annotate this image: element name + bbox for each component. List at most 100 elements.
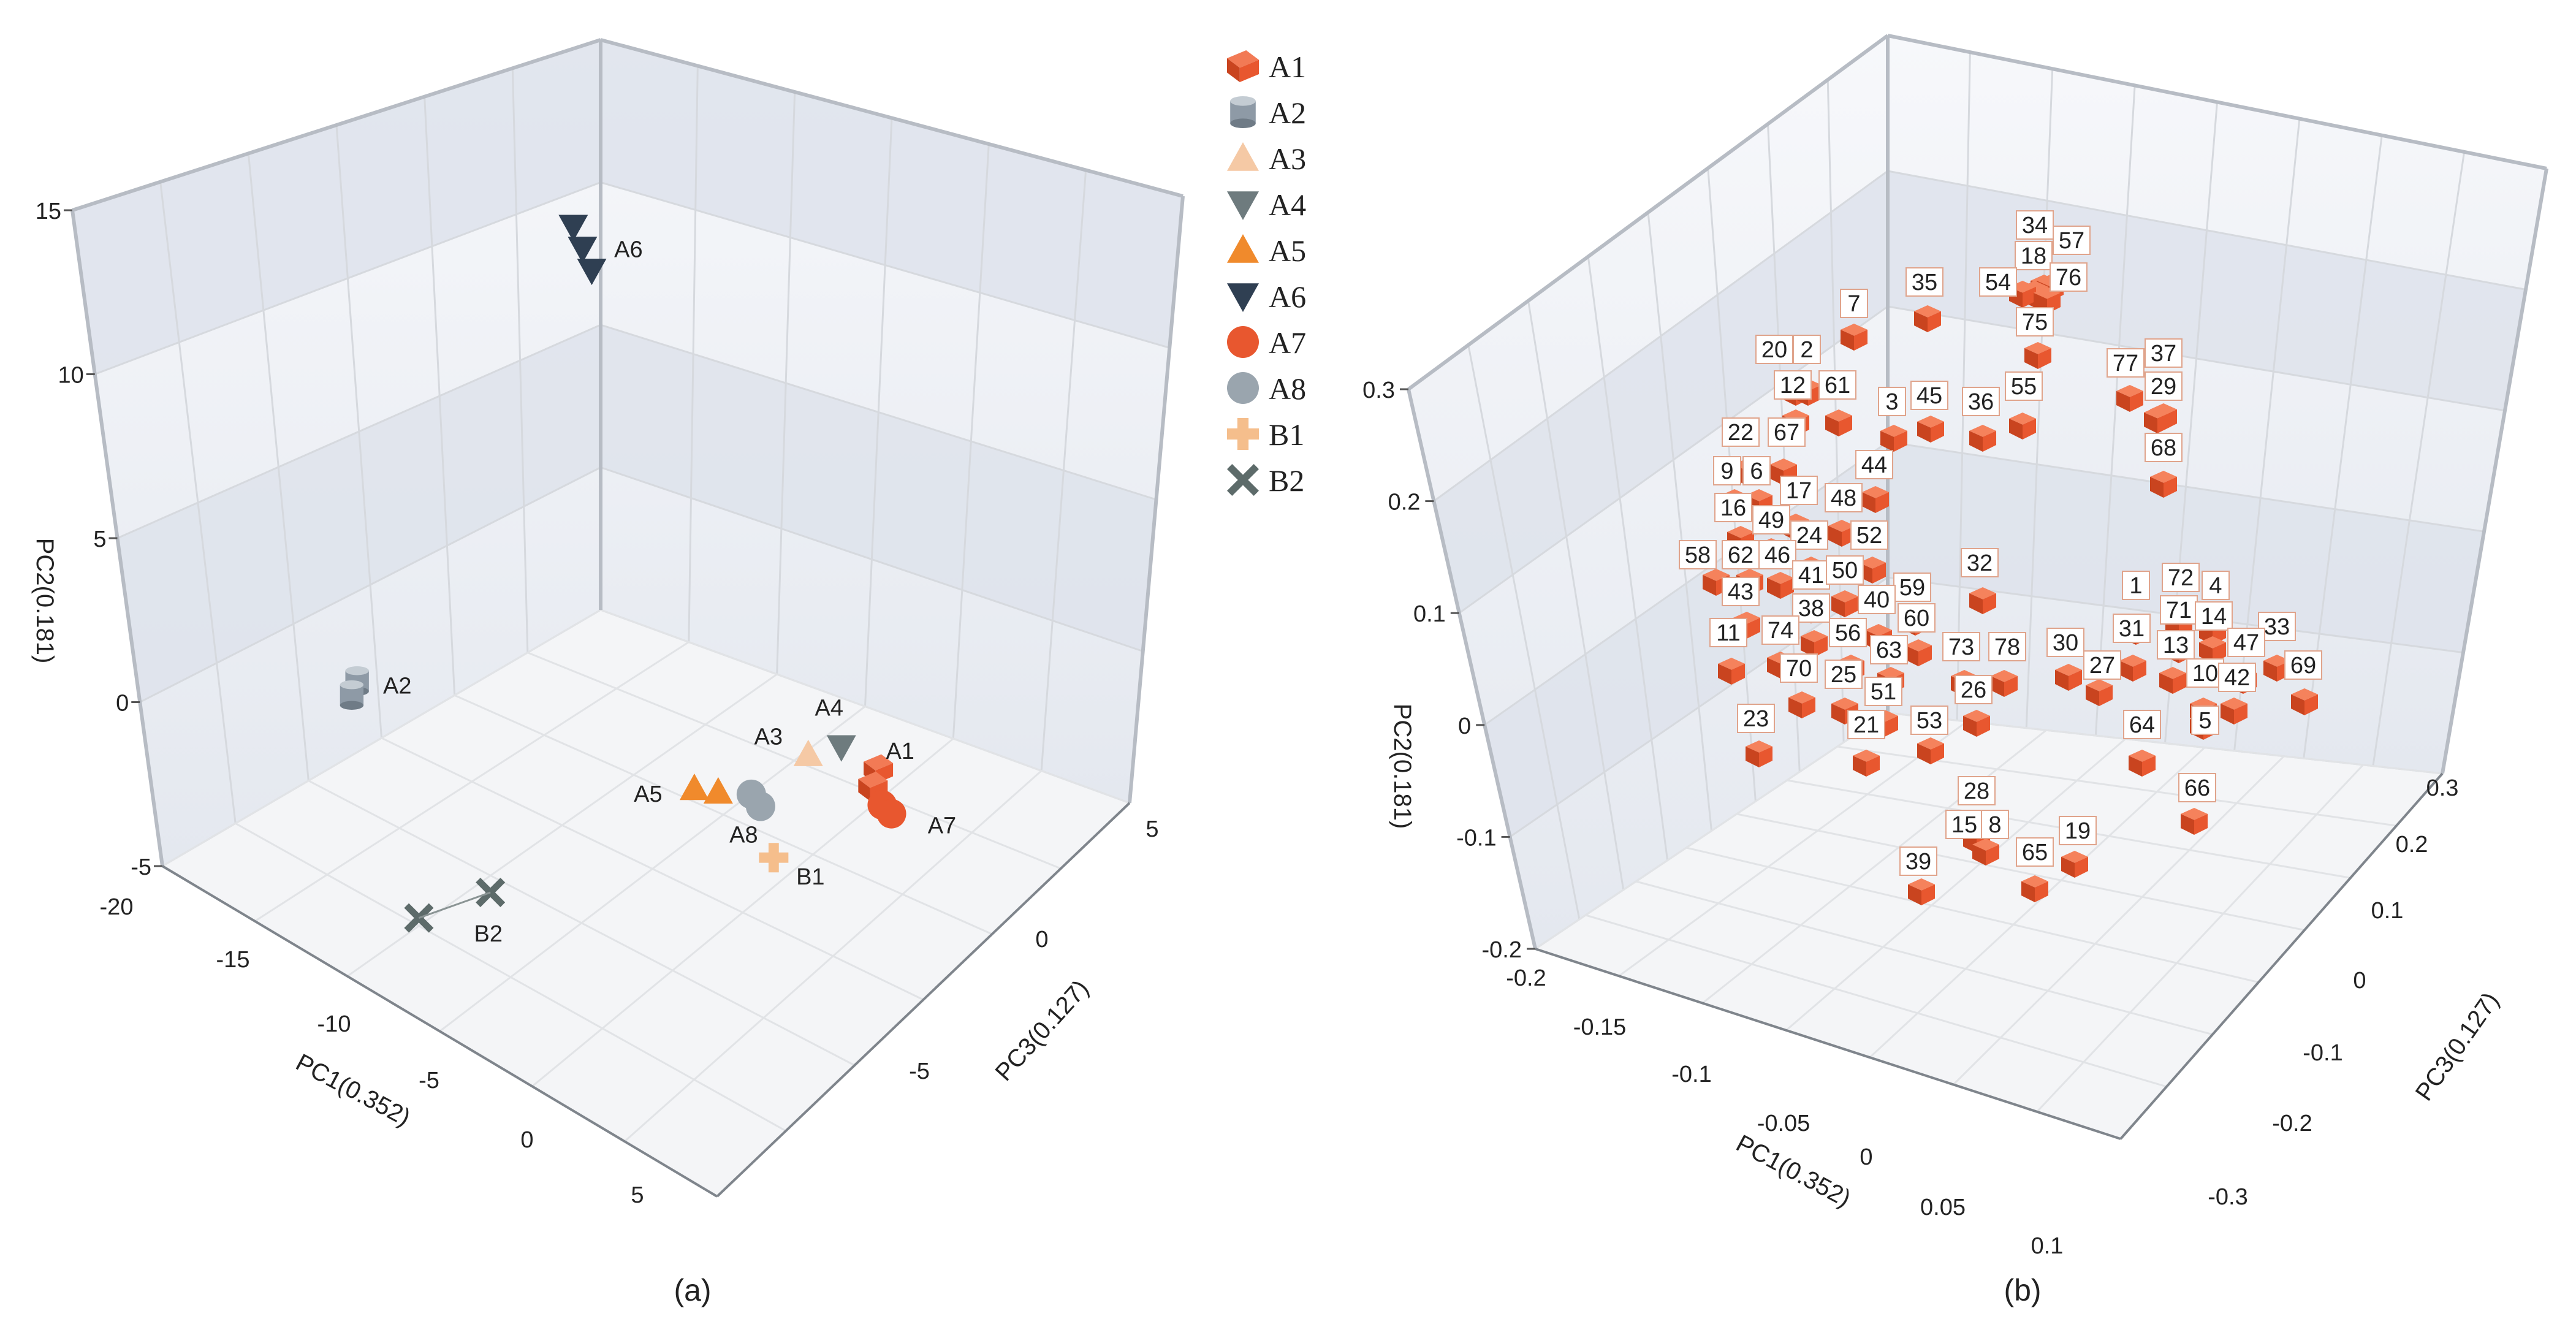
b-sample-marker-right xyxy=(1802,697,1815,718)
legend-marker-a2 xyxy=(1230,96,1256,106)
b-sample-marker-left xyxy=(1841,329,1854,351)
a-point-a2 xyxy=(345,666,369,675)
a-zlabel: PC3(0.127) xyxy=(990,975,1095,1086)
b-sample-marker-left xyxy=(1767,577,1780,599)
legend-marker-b2 xyxy=(1227,464,1259,496)
b-sample-marker-left xyxy=(1972,844,1986,865)
b-sample-marker-right xyxy=(2130,390,2143,412)
b-sample-marker-top xyxy=(1718,658,1745,670)
b-sample-marker-right xyxy=(2069,669,2082,691)
b-z-tick-label: 0.3 xyxy=(2426,775,2459,801)
a-axis-line xyxy=(161,865,718,1198)
b-sample-marker-right xyxy=(1918,645,1932,666)
a-point-a1-side xyxy=(858,778,870,801)
b-floor-grid xyxy=(1785,738,2126,1031)
b-sample-marker-top xyxy=(2119,655,2146,667)
a-grid xyxy=(776,91,796,675)
b-z-tick-label: 0.1 xyxy=(2371,898,2404,924)
b-grid xyxy=(2372,151,2466,766)
b-sample-marker-top xyxy=(2159,667,2186,679)
b-sample-label: 20 xyxy=(1761,337,1787,363)
b-floor-grid xyxy=(1736,813,2305,931)
a-point-a4 xyxy=(826,735,856,762)
b-grid xyxy=(1956,52,1971,721)
b-sample-marker-left xyxy=(1862,492,1875,513)
b-sample-label-box xyxy=(1722,577,1760,606)
b-sample-marker-top xyxy=(1727,526,1754,538)
b-sample-label: 74 xyxy=(1768,618,1793,644)
b-sample-label: 71 xyxy=(2166,598,2192,623)
b-sample-label-box xyxy=(2059,816,2097,845)
b-sample-label-box xyxy=(2015,241,2053,270)
b-sample-marker-left xyxy=(1788,697,1802,718)
b-sample-marker-left xyxy=(1825,415,1839,436)
b-sample-label: 11 xyxy=(1716,620,1740,646)
b-sample-label-box xyxy=(1818,370,1856,400)
b-sample-label: 3 xyxy=(1885,389,1898,415)
b-sample-label: 17 xyxy=(1786,478,1812,504)
b-sample-label: 15 xyxy=(1951,812,1977,838)
b-z-tick-label: -0.3 xyxy=(2208,1184,2247,1210)
b-grid xyxy=(1587,256,1669,861)
b-sample-marker-top xyxy=(1908,878,1935,891)
b-sample-label-box xyxy=(1905,267,1943,297)
a-point-a8 xyxy=(745,791,775,821)
a-point-b1 xyxy=(759,843,789,873)
b-sample-label: 10 xyxy=(2192,661,2218,687)
b-sample-marker-left xyxy=(1767,657,1780,679)
b-sample-label-box xyxy=(1742,456,1771,485)
b-sample-marker-right xyxy=(2023,286,2036,308)
b-sample-marker-right xyxy=(1759,746,1772,767)
b-sample-marker-right xyxy=(2004,675,2018,697)
b-sample-marker-top xyxy=(2086,679,2113,691)
b-sample-marker-left xyxy=(1914,311,1928,332)
b-sample-label: 32 xyxy=(1967,550,1993,576)
b-sample-marker-right xyxy=(1894,430,1907,452)
b-sample-marker-top xyxy=(1914,305,1941,318)
b-sample-marker-left xyxy=(2119,660,2133,682)
b-axis-line xyxy=(1535,948,2121,1140)
b-sample-label: 34 xyxy=(2022,213,2048,238)
a-x-tick-label: -5 xyxy=(419,1068,439,1093)
b-sample-label-box xyxy=(1870,635,1908,664)
b-sample-label-box xyxy=(2227,628,2265,657)
b-sample-label: 22 xyxy=(1728,420,1753,446)
b-sample-label: 44 xyxy=(1861,452,1887,478)
a-point-a1-top xyxy=(864,754,894,771)
a-point-label-a6: A6 xyxy=(614,237,642,262)
b-sample-label: 28 xyxy=(1964,778,1989,804)
a-b2-link xyxy=(418,891,491,919)
b-sample-marker-right xyxy=(2075,856,2088,878)
b-left-band xyxy=(1434,171,1888,614)
b-sample-marker-left xyxy=(1917,421,1931,443)
legend-marker-a1-side xyxy=(1227,58,1240,82)
a-x-tick-label: -20 xyxy=(100,894,134,920)
b-sample-marker-left xyxy=(2086,685,2099,706)
b-sample-marker-top xyxy=(1746,740,1772,753)
b-sample-marker-top xyxy=(2061,851,2088,863)
b-sample-marker-top xyxy=(1770,458,1797,471)
a-point-a5 xyxy=(679,774,709,801)
b-sample-label-box xyxy=(2145,338,2183,368)
b-sample-label: 7 xyxy=(1847,291,1860,317)
b-grid xyxy=(2094,85,2136,736)
b-sample-marker-left xyxy=(1746,746,1759,767)
b-sample-marker-right xyxy=(2142,755,2156,777)
b-sample-label-box xyxy=(1988,632,2026,661)
a-point-a1-top xyxy=(858,771,888,788)
panel-a-3d-scatter: -5 0 5 10 15 -20 -15 -10 -5 0 5 -5 0 5 PC2(0.181) PC1(0… xyxy=(31,38,1185,1208)
b-sample-marker-top xyxy=(2144,406,2171,419)
b-sample-marker-right xyxy=(2213,642,2226,663)
b-sample-marker-left xyxy=(2055,669,2069,691)
b-sample-marker-top xyxy=(1841,324,1867,336)
b-sample-label-box xyxy=(1850,520,1888,550)
b-sample-label-box xyxy=(1768,417,1806,447)
b-sample-label-box xyxy=(1910,706,1948,735)
legend-label-a4: A4 xyxy=(1269,188,1306,222)
a-xlabel: PC1(0.352) xyxy=(291,1049,414,1132)
b-floor-grid xyxy=(1535,712,1888,950)
b-sample-marker-right xyxy=(1731,663,1745,685)
b-sample-label-box xyxy=(1855,450,1893,479)
a-point-label-a5: A5 xyxy=(634,782,662,807)
b-sample-label-box xyxy=(2195,601,2233,631)
